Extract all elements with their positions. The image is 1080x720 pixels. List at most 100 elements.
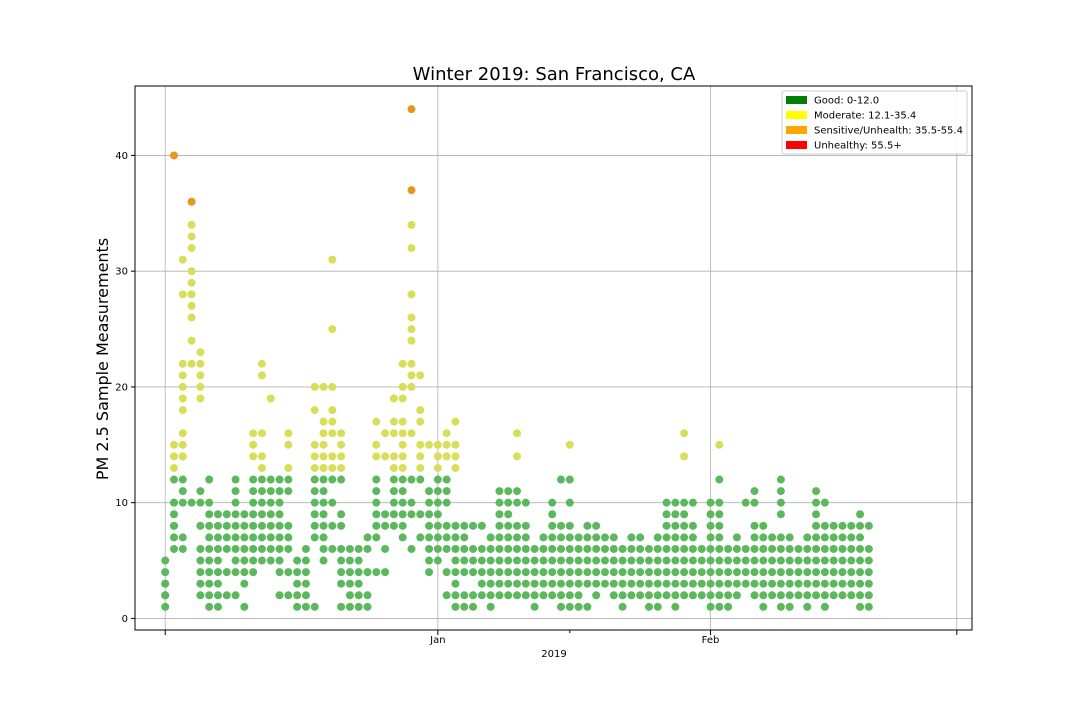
data-point [196,591,205,600]
data-point [768,579,777,588]
data-point [337,556,346,565]
data-point [170,498,178,507]
data-point [196,371,205,380]
data-point [205,521,214,530]
data-point [451,591,460,600]
data-point [266,487,275,496]
legend-label: Moderate: 12.1-35.4 [814,111,916,122]
data-point [557,475,565,484]
data-point [574,556,583,565]
data-point [565,498,574,507]
data-point [759,602,768,611]
data-point [504,544,513,553]
data-point [539,544,548,553]
data-point [847,591,856,600]
data-point [372,452,381,461]
data-point [776,487,785,496]
data-point [662,568,671,577]
data-point [319,533,328,542]
data-point [249,475,258,484]
data-point [363,602,372,611]
data-point [776,510,785,519]
data-point [222,544,231,553]
data-point [592,568,601,577]
legend: Good: 0-12.0 Moderate: 12.1-35.4 Sensitive… [781,90,968,155]
data-point [794,544,803,553]
data-point [706,498,715,507]
data-point [275,498,284,507]
data-point [416,371,425,380]
data-point [284,429,293,438]
data-point [750,533,759,542]
data-point [178,487,187,496]
data-point [636,556,645,565]
legend-label: Unhealthy: 55.5+ [814,141,902,152]
data-point [354,579,363,588]
data-point [671,568,680,577]
data-point [442,452,451,461]
data-point [433,475,442,484]
data-point [398,463,407,472]
data-point [574,544,583,553]
data-point [768,544,777,553]
data-point [231,544,240,553]
data-point [222,568,231,577]
data-point [618,556,627,565]
data-point [407,244,416,253]
data-point [213,510,222,519]
data-point [398,533,407,542]
data-point [416,463,425,472]
data-point [829,568,838,577]
data-point [653,544,662,553]
data-point [513,591,522,600]
data-point [301,556,310,565]
data-point [539,579,548,588]
data-point [249,487,258,496]
data-point [451,463,460,472]
data-point [398,382,407,391]
data-point [759,533,768,542]
data-point [407,313,416,322]
data-point [213,579,222,588]
data-point [284,521,293,530]
data-point [627,544,636,553]
data-point [249,568,258,577]
data-point [812,521,821,530]
data-point [354,591,363,600]
data-point [829,556,838,565]
data-point [301,568,310,577]
data-point [680,579,689,588]
data-point [671,591,680,600]
data-point [398,429,407,438]
data-point [293,591,302,600]
data-point [310,602,319,611]
data-point [328,255,337,264]
data-point [688,533,697,542]
data-point [231,475,240,484]
data-point [319,487,328,496]
data-point [856,579,865,588]
data-point [741,579,750,588]
data-point [337,475,346,484]
data-point [864,579,873,588]
data-point [574,602,583,611]
data-point [178,406,187,415]
data-point [583,556,592,565]
data-point [812,487,821,496]
data-point [170,544,178,553]
data-point [644,579,653,588]
data-point [310,475,319,484]
data-point [565,475,574,484]
data-point [240,533,249,542]
data-point [328,521,337,530]
data-point [319,429,328,438]
data-point [389,510,398,519]
plot-frame [134,85,973,631]
data-point [847,579,856,588]
data-point [600,544,609,553]
data-point [477,556,486,565]
data-point [257,429,266,438]
data-point [548,544,557,553]
data-point [856,544,865,553]
data-point [275,475,284,484]
